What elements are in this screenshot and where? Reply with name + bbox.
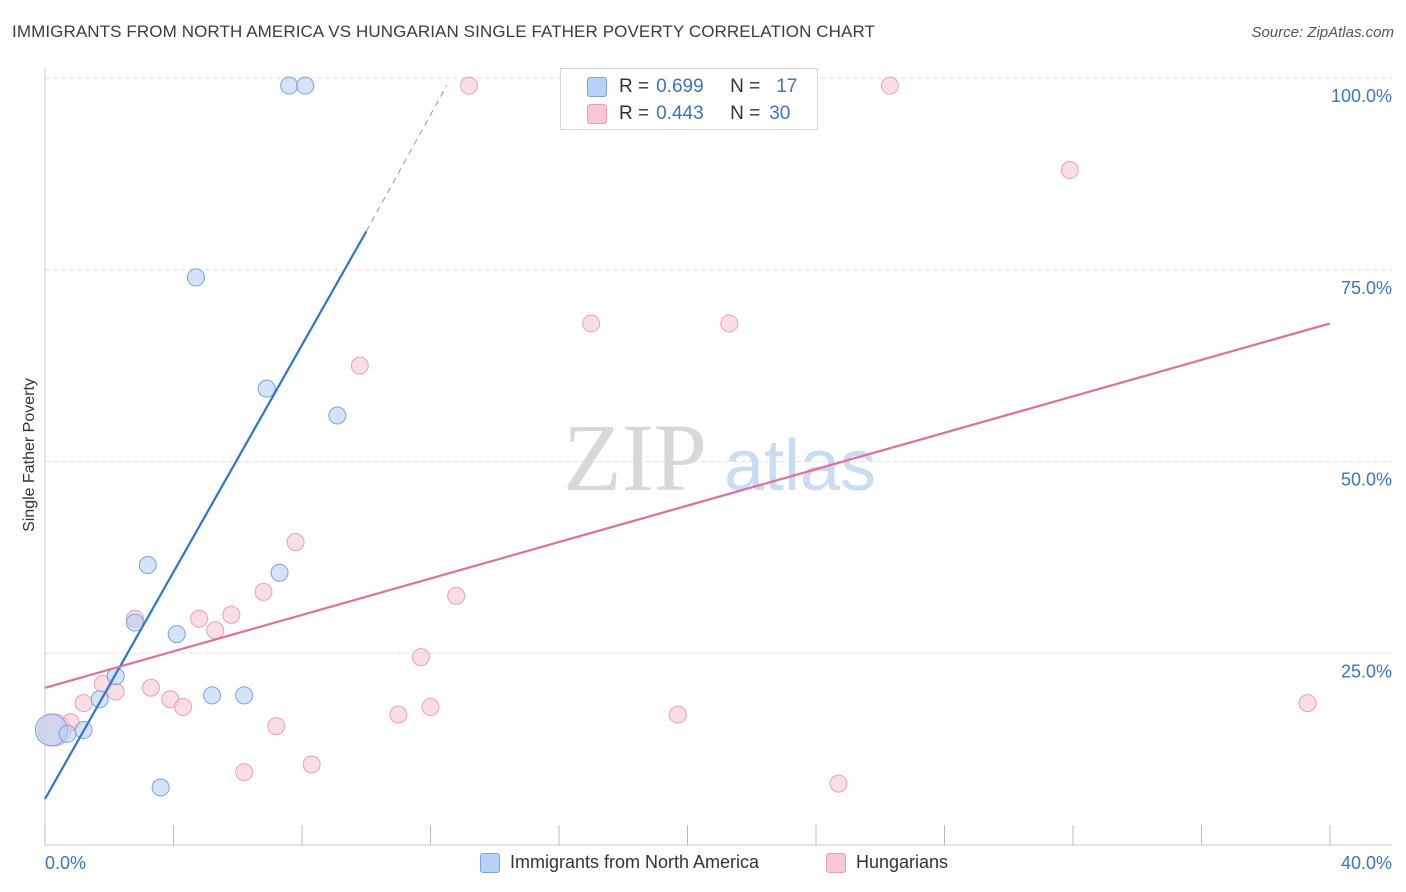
- immigrants-point: [280, 76, 299, 95]
- watermark-atlas: atlas: [724, 426, 876, 506]
- immigrants-trend-extension: [365, 85, 448, 232]
- hungarians-point: [1298, 694, 1317, 713]
- immigrants-point: [235, 686, 254, 705]
- legend-row-immigrants: R = 0.699 N = 17: [587, 75, 797, 99]
- legend-row-hungarians: R = 0.443 N = 30: [587, 102, 790, 126]
- y-tick-label: 50.0%: [1341, 470, 1392, 490]
- hungarians-point: [254, 582, 273, 601]
- hungarians-point: [1060, 161, 1079, 180]
- immigrants-point: [58, 724, 77, 743]
- x-tick-labels: 0.0% 40.0%: [45, 853, 1392, 873]
- hungarians-point: [880, 76, 899, 95]
- y-tick-labels: 25.0% 50.0% 75.0% 100.0%: [1331, 86, 1392, 681]
- source-label: Source: ZipAtlas.com: [1251, 24, 1394, 41]
- watermark-zip: ZIP: [563, 404, 707, 511]
- chart-title: IMMIGRANTS FROM NORTH AMERICA VS HUNGARI…: [12, 22, 876, 41]
- legend-label-immigrants: Immigrants from North America: [510, 852, 760, 872]
- hungarians-point: [668, 705, 687, 724]
- hungarians-point: [829, 774, 848, 793]
- hungarians-point: [720, 314, 739, 333]
- legend-n-value: 17: [776, 76, 798, 97]
- hungarians-point: [350, 356, 369, 375]
- legend-label-hungarians: Hungarians: [856, 852, 949, 872]
- legend-swatch-pink: [587, 104, 607, 124]
- hungarians-point: [267, 717, 286, 736]
- immigrants-point: [167, 625, 186, 644]
- hungarians-point: [421, 697, 440, 716]
- legend-n-label: N =: [730, 103, 761, 124]
- bottom-legend-immigrants: Immigrants from North America: [480, 852, 759, 873]
- immigrants-point: [186, 268, 205, 287]
- y-axis-label: Single Father Poverty: [21, 378, 38, 532]
- immigrants-point: [296, 76, 315, 95]
- legend-r-label: R =: [619, 76, 650, 97]
- y-tick-label: 25.0%: [1341, 661, 1392, 681]
- hungarians-point: [286, 533, 305, 552]
- legend-r-value: 0.443: [656, 103, 704, 124]
- watermark: ZIP atlas: [563, 404, 876, 511]
- immigrants-point: [257, 379, 276, 398]
- legend-swatch-blue: [587, 77, 607, 97]
- bottom-legend-hungarians: Hungarians: [826, 852, 948, 873]
- hungarians-point: [174, 697, 193, 716]
- immigrants-points: [34, 76, 347, 797]
- hungarians-point: [235, 763, 254, 782]
- immigrants-trend-line: [44, 230, 368, 800]
- hungarians-point: [142, 678, 161, 697]
- hungarians-point: [206, 621, 225, 640]
- hungarians-point: [582, 314, 601, 333]
- immigrants-point: [203, 686, 222, 705]
- axes: [44, 68, 1392, 846]
- legend-r-value: 0.699: [656, 76, 704, 97]
- legend-n-value: 30: [769, 103, 791, 124]
- y-tick-label: 75.0%: [1341, 278, 1392, 298]
- hungarians-point: [222, 605, 241, 624]
- x-tick-label-max: 40.0%: [1341, 853, 1392, 873]
- correlation-legend: R = 0.699 N = 17 R = 0.443 N = 30: [560, 68, 818, 130]
- immigrants-point: [151, 778, 170, 797]
- immigrants-point: [328, 406, 347, 425]
- y-tick-label: 100.0%: [1331, 86, 1392, 106]
- hungarians-point: [389, 705, 408, 724]
- legend-r-label: R =: [619, 103, 650, 124]
- hungarians-trend-line: [44, 322, 1331, 689]
- hungarians-point: [411, 648, 430, 667]
- immigrants-point: [270, 563, 289, 582]
- immigrants-point: [125, 613, 144, 632]
- hungarians-point: [74, 694, 93, 713]
- legend-n-label: N =: [730, 76, 761, 97]
- hungarians-point: [302, 755, 321, 774]
- x-tick-label-min: 0.0%: [45, 853, 86, 873]
- immigrants-point: [138, 556, 157, 575]
- gridlines: [45, 77, 1392, 654]
- legend-swatch-blue: [480, 852, 500, 873]
- trend-lines: [44, 85, 1331, 800]
- legend-swatch-pink: [826, 852, 846, 873]
- hungarians-point: [190, 609, 209, 628]
- hungarians-point: [460, 76, 479, 95]
- hungarians-point: [447, 586, 466, 605]
